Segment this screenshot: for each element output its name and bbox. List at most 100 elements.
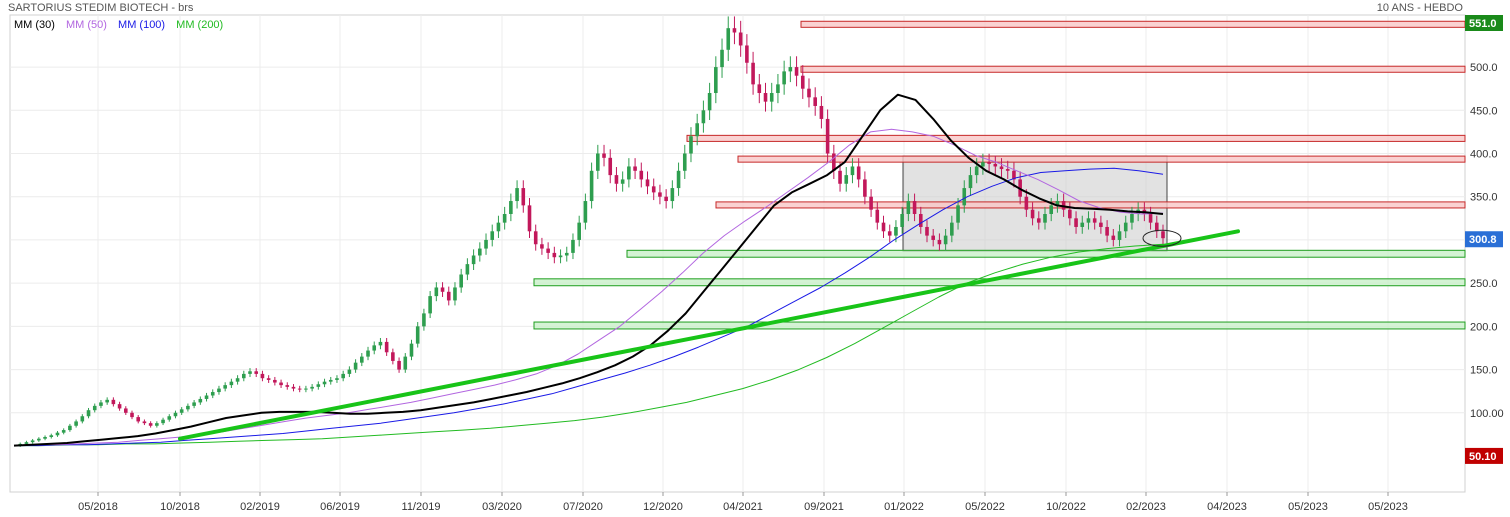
x-tick-label: 05/2023 — [1368, 501, 1408, 513]
candle-body — [720, 49, 724, 68]
candle-body — [397, 360, 401, 370]
candle-body — [670, 188, 675, 202]
candle-body — [596, 153, 600, 171]
candle-body — [1049, 205, 1054, 215]
candle-body — [179, 409, 184, 413]
y-tick-label: 200.0 — [1470, 321, 1498, 333]
candle-body — [813, 97, 817, 106]
candle-body — [558, 255, 563, 258]
candle-body — [620, 179, 625, 184]
candle-body — [714, 67, 718, 94]
candle-body — [1074, 218, 1078, 227]
candle-body — [242, 373, 246, 379]
candle-body — [1055, 201, 1060, 206]
candle-body — [403, 356, 408, 370]
candle-body — [906, 201, 911, 215]
candle-body — [229, 381, 234, 386]
candle-body — [614, 175, 619, 184]
candle-body — [1154, 222, 1159, 232]
candle-body — [602, 153, 606, 158]
legend: MM (30) MM (50) MM (100) MM (200) — [14, 19, 231, 31]
price-badge-label: 50.10 — [1469, 451, 1497, 463]
candle-body — [74, 421, 78, 426]
candle-body — [198, 398, 203, 403]
candle-body — [453, 287, 457, 301]
candle-body — [931, 235, 935, 240]
candle-body — [37, 438, 41, 441]
y-tick-label: 450.0 — [1470, 105, 1498, 117]
highlight-ellipse — [1142, 229, 1182, 247]
candle-body — [974, 166, 979, 176]
x-tick-label: 05/2022 — [965, 501, 1005, 513]
candle-body — [546, 248, 550, 253]
candle-body — [1123, 222, 1128, 232]
candle-body — [881, 222, 886, 232]
candle-body — [490, 231, 495, 240]
legend-item-mm50: MM (50) — [66, 19, 107, 31]
candle-body — [701, 110, 706, 124]
candle-body — [639, 170, 644, 180]
candle-body — [1130, 214, 1134, 223]
candle-body — [136, 417, 141, 422]
candle-body — [310, 386, 314, 389]
candle-body — [291, 386, 296, 389]
candle-body — [155, 423, 159, 426]
candle-body — [279, 382, 283, 386]
candle-body — [484, 239, 488, 249]
candle-body — [99, 402, 103, 406]
candle-body — [111, 399, 116, 405]
candle-body — [248, 371, 252, 374]
candle-body — [1030, 209, 1035, 219]
ma200-line — [14, 243, 1164, 447]
candle-body — [937, 239, 942, 245]
candle-body — [459, 274, 463, 288]
candle-body — [235, 378, 240, 382]
x-tick-label: 02/2023 — [1126, 501, 1166, 513]
support-zone — [626, 249, 1466, 258]
candle-body — [161, 419, 165, 424]
price-badge — [1465, 231, 1503, 248]
x-tick-label: 04/2021 — [723, 501, 763, 513]
candle-body — [1012, 170, 1016, 180]
candle-body — [819, 105, 824, 119]
candle-body — [428, 296, 432, 314]
candle-body — [950, 222, 954, 236]
x-tick-label: 09/2021 — [804, 501, 844, 513]
y-tick-label: 350.0 — [1470, 192, 1498, 204]
candle-body — [527, 205, 532, 232]
candle-body — [776, 84, 780, 94]
candle-body — [471, 255, 476, 265]
candle-body — [372, 345, 377, 351]
candle-body — [608, 157, 613, 176]
y-tick-label: 500.0 — [1470, 62, 1498, 74]
price-badge-label: 300.8 — [1469, 234, 1497, 246]
trendline — [178, 229, 1240, 441]
candle-body — [583, 201, 588, 223]
candle-body — [316, 384, 321, 387]
chart-period: 10 ANS - HEBDO — [1376, 2, 1463, 14]
resistance-zone — [686, 134, 1466, 142]
candle-body — [695, 123, 699, 137]
candle-body — [869, 196, 873, 210]
candle-body — [496, 222, 501, 232]
x-tick-label: 02/2019 — [240, 501, 280, 513]
candle-body — [1161, 231, 1165, 239]
x-tick-label: 10/2018 — [160, 501, 200, 513]
price-badge-label: 551.0 — [1469, 18, 1497, 30]
candle-body — [887, 231, 892, 236]
candle-body — [689, 136, 693, 154]
price-badge — [1465, 15, 1503, 31]
candle-body — [751, 62, 755, 85]
candle-body — [962, 188, 967, 206]
candle-body — [117, 404, 122, 409]
candle-body — [1024, 196, 1029, 210]
candle-body — [577, 222, 581, 240]
candle-body — [825, 118, 830, 154]
candle-body — [856, 166, 861, 180]
candle-body — [415, 326, 420, 344]
candle-body — [24, 442, 29, 444]
candle-body — [384, 341, 389, 353]
candle-body — [1117, 231, 1122, 240]
candle-body — [465, 264, 470, 275]
